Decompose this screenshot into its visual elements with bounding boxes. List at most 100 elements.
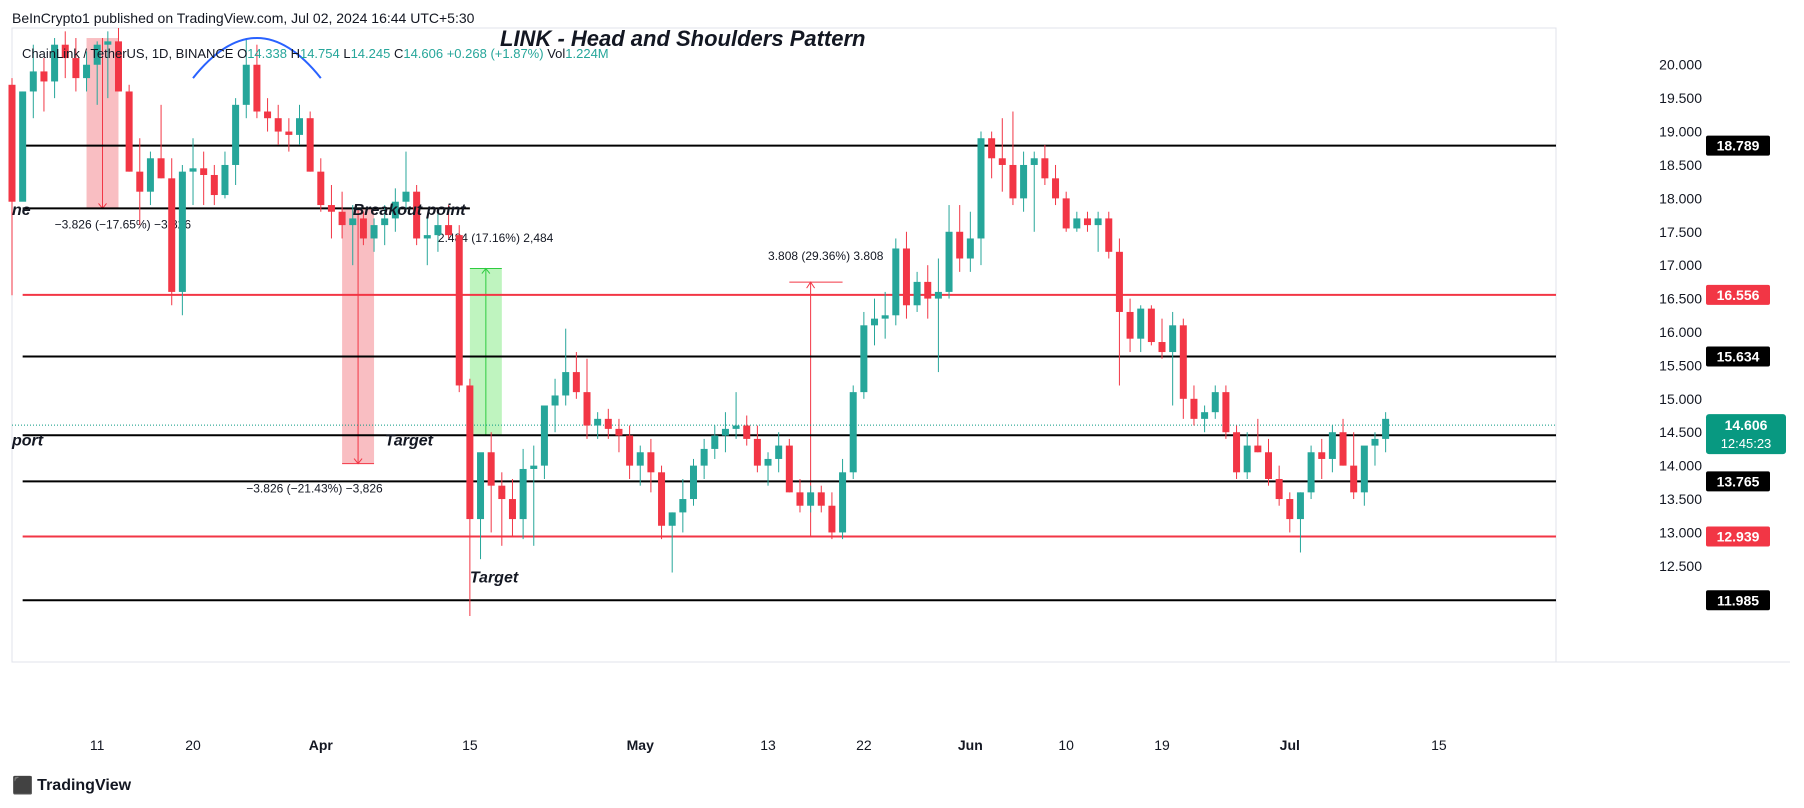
symbol-info-part: O <box>237 46 247 61</box>
candle-body <box>1052 178 1060 199</box>
y-tick-label: 18.000 <box>1659 190 1702 206</box>
symbol-info-part: 14.338 <box>247 46 290 61</box>
candle-body <box>679 499 687 513</box>
candle-body <box>583 392 591 426</box>
candle-body <box>839 472 847 533</box>
candle-body <box>61 44 69 59</box>
candle-body <box>934 291 942 299</box>
tradingview-logo-text: TradingView <box>37 777 132 794</box>
price-axis-badge <box>1706 471 1770 492</box>
candle-body <box>689 465 697 500</box>
candle-body <box>1211 392 1219 413</box>
candle-body <box>1243 445 1251 473</box>
candle-body <box>487 452 495 486</box>
x-tick-label: 22 <box>856 737 872 753</box>
candle-body <box>626 435 634 466</box>
candle-body <box>1105 218 1113 252</box>
y-tick-label: 15.500 <box>1659 357 1702 373</box>
y-tick-label: 14.500 <box>1659 424 1702 440</box>
candle-body <box>83 64 91 79</box>
candle-body <box>1286 499 1294 520</box>
candle-body <box>1158 342 1166 353</box>
candle-body <box>477 452 485 520</box>
candle-body <box>381 218 389 226</box>
candle-body <box>828 505 836 533</box>
candle-body <box>743 425 751 439</box>
candle-body <box>221 164 229 196</box>
candle-body <box>562 372 570 396</box>
candle-body <box>945 231 953 292</box>
x-tick-label: 10 <box>1058 737 1074 753</box>
candle-body <box>210 174 218 196</box>
y-tick-label: 18.500 <box>1659 157 1702 173</box>
candle-body <box>998 158 1006 165</box>
candle-body <box>1222 392 1230 433</box>
candle-body <box>8 84 16 202</box>
symbol-info-part: 14.245 <box>351 46 394 61</box>
chart-annotation: port <box>11 433 44 450</box>
candle-body <box>285 131 293 135</box>
price-axis-badge <box>1706 526 1770 547</box>
symbol-info-part: 14.754 <box>300 46 343 61</box>
candle-body <box>104 41 112 45</box>
measure-label: 3.808 (29.36%) 3.808 <box>768 249 884 263</box>
candle-body <box>114 41 122 92</box>
candle-body <box>636 452 644 466</box>
price-axis-badge <box>1706 135 1770 156</box>
y-tick-label: 13.500 <box>1659 491 1702 507</box>
candle-body <box>1009 164 1017 199</box>
candle-body <box>913 281 921 306</box>
price-axis-badge-label: 18.789 <box>1717 138 1760 154</box>
candle-body <box>402 191 410 202</box>
candle-body <box>296 118 304 135</box>
y-tick-label: 16.000 <box>1659 324 1702 340</box>
x-tick-label: May <box>627 737 654 753</box>
price-axis-badge <box>1706 590 1770 611</box>
candle-body <box>157 158 165 179</box>
x-tick-label: 20 <box>185 737 201 753</box>
head-arc <box>192 37 322 79</box>
candle-body <box>1073 218 1081 229</box>
x-tick-label: 15 <box>462 737 478 753</box>
candle-body <box>327 205 335 212</box>
chart-annotation: Target <box>470 570 519 587</box>
candle-body <box>1318 452 1326 459</box>
candle-body <box>1179 325 1187 399</box>
candle-body <box>1339 432 1347 466</box>
price-axis-badge <box>1706 284 1770 305</box>
chart-annotation: Target <box>385 433 434 450</box>
measure-arrowhead <box>353 458 363 465</box>
candle-body <box>1275 478 1283 500</box>
y-tick-label: 17.000 <box>1659 257 1702 273</box>
y-tick-label: 17.500 <box>1659 224 1702 240</box>
symbol-info-part: L <box>343 46 350 61</box>
candle-body <box>40 71 48 82</box>
candle-body <box>1360 445 1368 493</box>
price-axis-badge-label: 12.939 <box>1717 529 1760 545</box>
x-tick-label: 11 <box>90 737 105 753</box>
current-price-badge <box>1706 414 1786 455</box>
candle-body <box>232 104 240 165</box>
candle-body <box>753 438 761 466</box>
tradingview-logo[interactable]: ⬛ TradingView <box>12 776 131 796</box>
candle-body <box>200 168 208 175</box>
candle-body <box>1307 452 1315 493</box>
candle-body <box>1062 198 1070 229</box>
x-tick-label: Jul <box>1280 737 1300 753</box>
candle-body <box>530 465 538 469</box>
countdown-label: 12:45:23 <box>1721 436 1772 451</box>
price-axis-badge-label: 13.765 <box>1717 473 1760 489</box>
candle-body <box>668 512 676 526</box>
candle-body <box>647 452 655 473</box>
price-axis-badge-label: 16.556 <box>1717 287 1760 303</box>
candle-body <box>860 325 868 393</box>
candle-body <box>29 71 37 92</box>
candle-body <box>1115 251 1123 312</box>
candle-body <box>359 218 367 239</box>
candle-body <box>1201 412 1209 419</box>
candle-body <box>413 191 421 239</box>
candle-body <box>317 171 325 206</box>
chart-title: LINK - Head and Shoulders Pattern <box>500 26 866 51</box>
candle-body <box>902 248 910 306</box>
